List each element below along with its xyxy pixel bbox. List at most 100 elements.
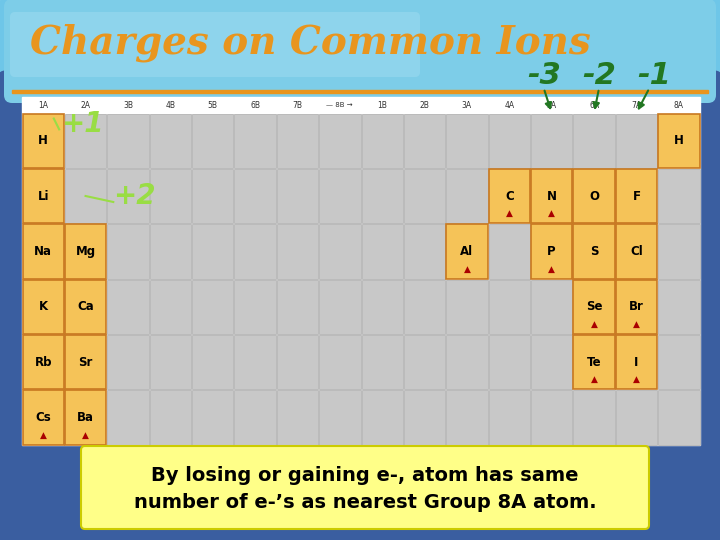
Bar [235, 169, 276, 223]
FancyBboxPatch shape [10, 12, 420, 77]
Text: I: I [634, 355, 639, 368]
Bar [404, 224, 445, 279]
Bar [235, 280, 276, 334]
Text: Br: Br [629, 300, 644, 313]
Text: 1A: 1A [38, 100, 48, 110]
Bar [616, 280, 657, 334]
Bar [616, 390, 657, 444]
Text: ▲: ▲ [633, 320, 640, 329]
Text: 4B: 4B [166, 100, 175, 110]
Text: Na: Na [34, 245, 52, 258]
Bar [404, 113, 445, 168]
Bar [192, 169, 233, 223]
Bar [150, 113, 191, 168]
Bar [489, 113, 530, 168]
Bar [22, 390, 64, 444]
Bar [22, 113, 64, 168]
Bar [658, 169, 700, 223]
Bar [658, 335, 700, 389]
Text: 3A: 3A [462, 100, 472, 110]
Bar [65, 169, 107, 223]
Text: ▲: ▲ [590, 375, 598, 384]
Bar [446, 390, 487, 444]
Bar [361, 390, 403, 444]
Bar [616, 224, 657, 279]
Bar [404, 390, 445, 444]
FancyBboxPatch shape [0, 70, 720, 540]
Bar [658, 224, 700, 279]
Text: ▲: ▲ [464, 265, 470, 274]
Text: ▲: ▲ [590, 320, 598, 329]
Bar [616, 335, 657, 389]
Bar [22, 335, 64, 389]
Bar [65, 280, 107, 334]
Bar [319, 113, 361, 168]
Bar [531, 390, 572, 444]
Bar [489, 169, 530, 223]
Bar [489, 280, 530, 334]
Bar [192, 224, 233, 279]
Text: 7B: 7B [292, 100, 302, 110]
Text: F: F [632, 190, 640, 202]
Text: K: K [39, 300, 48, 313]
Bar [573, 280, 615, 334]
Text: Rb: Rb [35, 355, 52, 368]
Bar [235, 390, 276, 444]
Text: 7A: 7A [631, 100, 642, 110]
Bar [192, 113, 233, 168]
Text: ▲: ▲ [40, 430, 47, 440]
Bar [150, 280, 191, 334]
Bar [361, 224, 403, 279]
Bar [573, 113, 615, 168]
Bar [65, 335, 107, 389]
Bar [276, 335, 318, 389]
Text: — 8B →: — 8B → [326, 102, 353, 108]
Bar [361, 280, 403, 334]
Text: C: C [505, 190, 513, 202]
Bar [22, 224, 64, 279]
Bar [404, 335, 445, 389]
Text: 3B: 3B [123, 100, 133, 110]
Bar [531, 280, 572, 334]
Text: Se: Se [586, 300, 603, 313]
Bar [65, 390, 107, 444]
Text: Ca: Ca [77, 300, 94, 313]
Text: -1: -1 [637, 60, 671, 90]
Text: ▲: ▲ [548, 209, 555, 218]
Text: H: H [38, 134, 48, 147]
Text: Sr: Sr [78, 355, 93, 368]
Bar [361, 113, 403, 168]
Bar [446, 224, 487, 279]
Bar [319, 390, 361, 444]
Bar [107, 169, 148, 223]
Text: Ba: Ba [77, 411, 94, 424]
Bar [22, 280, 64, 334]
Text: ▲: ▲ [82, 430, 89, 440]
Bar [573, 335, 615, 389]
Text: O: O [589, 190, 599, 202]
Bar [658, 390, 700, 444]
Bar [658, 280, 700, 334]
Text: N: N [546, 190, 557, 202]
Text: 2B: 2B [420, 100, 430, 110]
Text: P: P [547, 245, 556, 258]
Bar [361, 335, 403, 389]
Bar [489, 224, 530, 279]
Text: 8A: 8A [674, 100, 684, 110]
Bar [276, 169, 318, 223]
Bar [276, 280, 318, 334]
Bar [150, 224, 191, 279]
Bar [235, 224, 276, 279]
Bar [65, 113, 107, 168]
Text: 5A: 5A [546, 100, 557, 110]
Bar [107, 113, 148, 168]
Bar [573, 390, 615, 444]
Text: 4A: 4A [504, 100, 514, 110]
Text: ▲: ▲ [548, 265, 555, 274]
Bar [107, 335, 148, 389]
Text: 1B: 1B [377, 100, 387, 110]
Text: 5B: 5B [207, 100, 217, 110]
Text: ▲: ▲ [506, 209, 513, 218]
Bar [192, 280, 233, 334]
Bar [22, 97, 700, 445]
